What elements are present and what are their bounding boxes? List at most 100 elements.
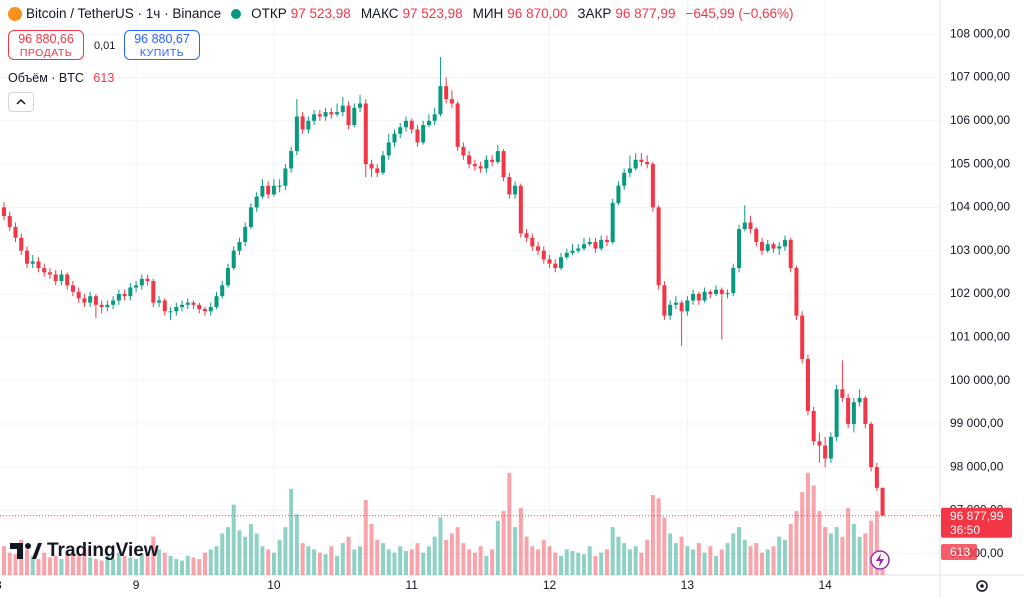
close-label: ЗАКР	[577, 6, 612, 21]
volume-bar	[111, 559, 116, 575]
candle-body	[415, 129, 420, 143]
symbol-title[interactable]: Bitcoin / TetherUS · 1ч · Binance	[26, 6, 222, 21]
candle-body	[398, 127, 403, 134]
volume-legend-label: Объём · BTC	[8, 71, 84, 85]
candle-body	[202, 309, 208, 312]
candle-body	[472, 164, 477, 167]
sell-button[interactable]: 96 880,66 ПРОДАТЬ	[8, 30, 84, 60]
y-tick-label: 104 000,00	[950, 200, 1010, 214]
volume-bar	[180, 560, 185, 575]
volume-bar	[570, 551, 575, 575]
candle-body	[869, 423, 874, 468]
candle-body	[754, 229, 759, 243]
volume-bar	[59, 559, 64, 575]
settings-icon[interactable]	[976, 580, 988, 592]
candle-body	[570, 250, 575, 253]
volume-bar	[559, 555, 564, 575]
brand-logo[interactable]: TradingView	[10, 540, 159, 562]
volume-bar	[788, 523, 793, 575]
candle-body	[271, 185, 276, 195]
x-tick-label: 12	[543, 578, 557, 592]
candle-body	[380, 155, 386, 173]
volume-bar	[294, 514, 299, 575]
volume-bar	[834, 527, 839, 575]
candle-body	[449, 99, 454, 104]
open-label: ОТКР	[251, 6, 287, 21]
candle-body	[639, 159, 644, 162]
buy-label: КУПИТЬ	[139, 47, 185, 59]
volume-bar	[76, 555, 81, 575]
candle-body	[42, 268, 47, 273]
volume-bar	[754, 543, 759, 575]
volume-bar	[800, 491, 805, 575]
volume-bar	[518, 507, 523, 575]
candle-body	[645, 161, 650, 165]
candle-body	[358, 103, 363, 108]
volume-bar	[742, 539, 747, 575]
candle-body	[536, 246, 541, 251]
volume-bar	[771, 546, 776, 575]
x-tick-label: 8	[0, 578, 2, 592]
volume-bar	[329, 546, 334, 575]
candle-body	[777, 246, 782, 249]
volume-bar	[225, 527, 230, 575]
volume-bar	[696, 543, 701, 575]
x-tick-label: 10	[267, 578, 281, 592]
candle-body	[76, 291, 81, 299]
volume-bar	[317, 552, 322, 575]
candle-body	[363, 103, 368, 165]
volume-bar	[811, 485, 816, 575]
candle-body	[759, 242, 765, 251]
price-tag-value: 96 877,99	[950, 509, 1004, 523]
candle-body	[254, 196, 259, 208]
volume-bar	[719, 549, 724, 575]
volume-bar	[277, 539, 282, 575]
candle-body	[478, 166, 483, 169]
volume-bar	[662, 517, 667, 575]
volume-bar	[65, 554, 70, 575]
y-tick-label: 100 000,00	[950, 373, 1010, 387]
volume-bar	[714, 555, 719, 575]
candle-body	[782, 239, 787, 247]
volume-bar	[191, 557, 196, 575]
candle-body	[748, 222, 753, 230]
volume-bar	[358, 546, 363, 575]
candle-body	[691, 293, 696, 301]
volume-bar	[564, 549, 569, 575]
candle-body	[627, 168, 632, 173]
candle-body	[490, 159, 495, 162]
volume-bar	[857, 536, 862, 575]
alert-bolt	[876, 553, 884, 567]
candle-body	[541, 250, 546, 260]
volume-bar	[392, 552, 397, 575]
volume-bar	[599, 552, 604, 575]
collapse-button[interactable]	[8, 92, 34, 112]
candle-body	[283, 168, 288, 186]
candle-body	[128, 287, 133, 297]
volume-bar	[593, 555, 598, 575]
volume-bar	[421, 552, 426, 575]
settings-icon-core	[980, 584, 984, 588]
candle-body	[300, 116, 305, 130]
candle-body	[99, 304, 104, 307]
volume-bar	[656, 498, 661, 575]
volume-bar	[455, 527, 460, 575]
candle-body	[662, 285, 667, 316]
buy-button[interactable]: 96 880,67 КУПИТЬ	[124, 30, 200, 60]
volume-bar	[467, 549, 472, 575]
candle-body	[432, 114, 437, 121]
y-tick-label: 101 000,00	[950, 329, 1010, 343]
volume-bar	[524, 536, 529, 575]
candle-body	[708, 291, 713, 294]
candle-body	[157, 300, 162, 303]
volume-bar	[42, 552, 47, 575]
price-tag-countdown: 36:50	[950, 523, 980, 537]
volume-bar	[403, 551, 408, 575]
candle-body	[65, 274, 70, 286]
candle-body	[145, 278, 150, 282]
volume-bar	[874, 511, 879, 575]
candle-body	[513, 185, 518, 195]
volume-bar	[323, 554, 328, 575]
volume-bar	[145, 552, 150, 575]
